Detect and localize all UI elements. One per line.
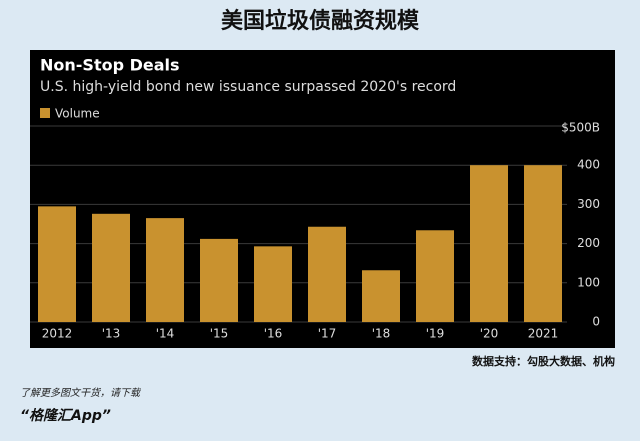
x-tick-label: '20 [480,327,499,341]
footer-app: “格隆汇App” [20,407,111,424]
x-tick-label: 2021 [528,327,559,341]
footer-line: 了解更多图文干货，请下载 [20,387,142,399]
bar [146,218,184,322]
x-tick-label: '14 [156,327,175,341]
bar [362,270,400,322]
chart-subtitle: U.S. high-yield bond new issuance surpas… [40,79,456,95]
source: 数据支持：勾股大数据、机构 [472,354,615,368]
x-tick-label: '18 [372,327,391,341]
legend-swatch [40,108,50,118]
bar [254,246,292,322]
bar [200,238,238,322]
x-tick-label: '16 [264,327,283,341]
bar [38,206,76,322]
bar [92,213,130,322]
y-tick-label: 0 [592,315,600,329]
x-tick-label: '19 [426,327,445,341]
x-tick-label: '13 [102,327,121,341]
y-tick-label: 100 [577,275,600,289]
x-tick-label: 2012 [42,327,73,341]
y-tick-label: 300 [577,197,600,211]
x-tick-label: '17 [318,327,337,341]
page-title: 美国垃圾债融资规模 [221,8,420,34]
y-tick-label: 200 [577,236,600,250]
bar [308,226,346,322]
bar [416,230,454,322]
y-tick-label: $500B [561,121,600,135]
chart-title: Non-Stop Deals [40,56,180,75]
legend-label: Volume [55,107,100,121]
bar [524,165,562,322]
x-tick-label: '15 [210,327,229,341]
bar [470,165,508,322]
y-tick-label: 400 [577,158,600,172]
